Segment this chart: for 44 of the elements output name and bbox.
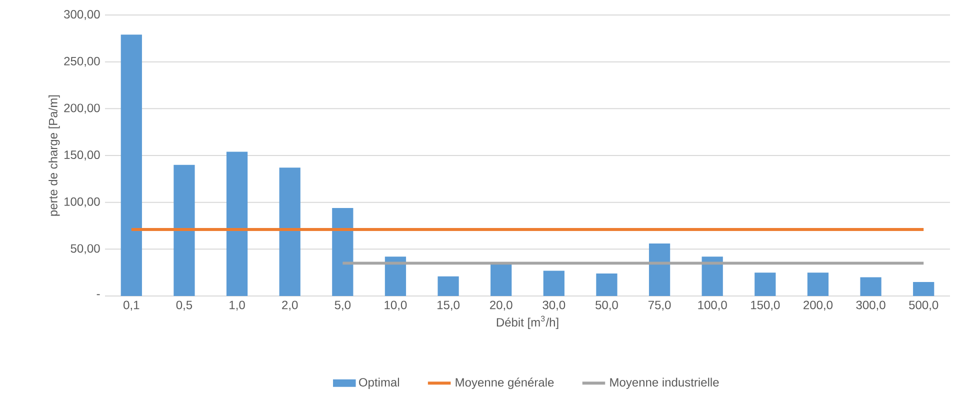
bar	[226, 152, 248, 296]
x-tick-label: 10,0	[384, 300, 407, 311]
bar	[543, 270, 564, 296]
bar	[807, 272, 829, 296]
x-tick-label: 300,0	[856, 300, 886, 311]
y-tick-label: 250,00	[64, 56, 100, 67]
y-tick-label: 100,00	[64, 197, 100, 208]
bar	[702, 256, 723, 296]
bar	[860, 277, 882, 296]
bar	[648, 244, 670, 296]
x-tick-label: 200,0	[804, 300, 833, 311]
x-tick-label: 30,0	[542, 300, 566, 311]
x-tick-label: 150,0	[751, 300, 780, 311]
x-tick-label: 1,0	[230, 300, 245, 311]
bar	[384, 256, 406, 296]
bar	[596, 274, 618, 296]
bar	[332, 208, 354, 296]
bar	[754, 272, 776, 296]
bar	[120, 34, 142, 296]
y-tick-label: 200,00	[64, 104, 100, 114]
x-tick-label: 0,5	[176, 300, 192, 311]
bar	[490, 263, 512, 296]
y-tick-label: 50,00	[70, 244, 100, 254]
y-axis-title: perte de charge [Pa/m]	[48, 95, 60, 216]
x-tick-label: 0,1	[124, 300, 140, 311]
y-tick-label: 300,00	[64, 10, 100, 20]
y-tick-label: 150,00	[64, 150, 100, 160]
x-tick-label: 500,0	[909, 300, 938, 311]
x-tick-label: 15,0	[438, 300, 460, 311]
x-tick-label: 100,0	[698, 300, 727, 311]
legend-label: Moyenne générale	[456, 378, 554, 390]
bar	[438, 276, 459, 296]
x-tick-label: 2,0	[282, 300, 298, 311]
bar	[913, 282, 934, 296]
x-tick-label: 50,0	[596, 300, 618, 311]
x-axis-title: Débit [m$^{3}$/h]	[496, 316, 558, 329]
x-tick-label: 75,0	[648, 300, 671, 311]
y-tick-label: -	[96, 294, 100, 296]
bar	[174, 164, 195, 296]
legend-label: Moyenne industrielle	[610, 378, 719, 389]
x-tick-label: 20,0	[490, 300, 512, 311]
x-tick-label: 5,0	[334, 300, 351, 311]
bar	[279, 168, 300, 296]
legend-label: Optimal	[359, 378, 399, 389]
